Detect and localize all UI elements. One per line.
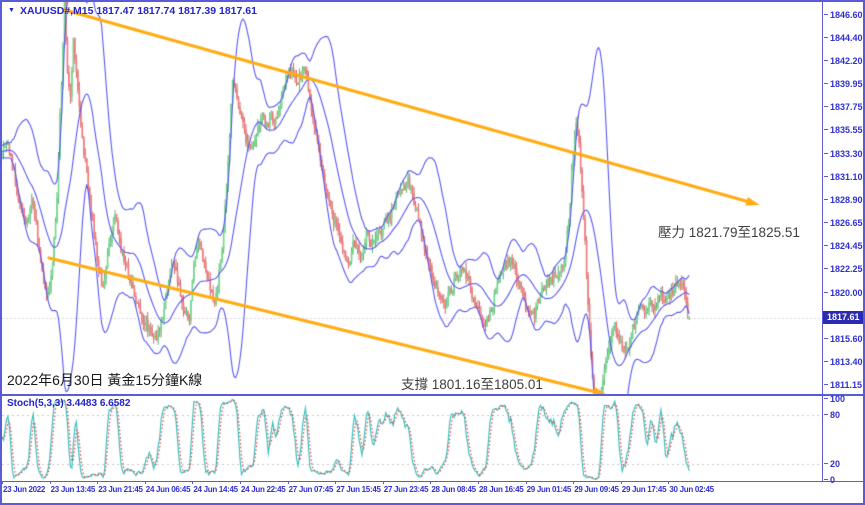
time-axis-label: 29 Jun 01:45: [526, 485, 572, 494]
price-axis-label: 1831.10: [824, 171, 863, 182]
price-axis-label: 1839.95: [824, 79, 863, 90]
stoch-axis-label: 20: [824, 459, 863, 469]
time-tick-mark: [573, 481, 575, 484]
stochastic-canvas[interactable]: [2, 396, 822, 480]
price-axis-label: 1815.60: [824, 333, 863, 344]
time-tick-mark: [525, 481, 527, 484]
time-axis-label: 27 Jun 23:45: [383, 485, 429, 494]
time-tick-mark: [144, 481, 146, 484]
stochastic-label: Stoch(5,3,3) 3.4483 6.6582: [7, 398, 131, 409]
time-axis-label: 27 Jun 15:45: [336, 485, 381, 494]
price-axis-label: 1835.55: [824, 125, 863, 136]
stoch-axis-label: 100: [824, 394, 863, 404]
panel-separator[interactable]: [2, 394, 863, 396]
price-axis-label: 1822.25: [824, 264, 863, 275]
time-axis-label: 29 Jun 17:45: [621, 485, 667, 494]
time-axis-label: 24 Jun 14:45: [193, 485, 238, 494]
time-tick-mark: [192, 481, 194, 484]
time-axis-label: 23 Jun 2022: [3, 485, 46, 494]
price-axis-label: 1842.20: [824, 55, 863, 66]
time-axis-border-line: [2, 481, 863, 482]
time-tick-mark: [620, 481, 622, 484]
time-tick-mark: [478, 481, 479, 484]
time-axis-label: 28 Jun 16:45: [479, 485, 524, 494]
time-axis-label: 23 Jun 21:45: [98, 485, 143, 494]
time-tick-mark: [430, 481, 432, 484]
current-price-badge: 1817.61: [823, 311, 863, 325]
price-axis-label: 1833.30: [824, 148, 863, 159]
stoch-axis-label: 80: [824, 410, 863, 420]
time-tick-mark: [97, 481, 99, 484]
time-tick-mark: [49, 481, 51, 484]
time-tick-mark: [240, 481, 241, 484]
time-axis-label: 30 Jun 02:45: [669, 485, 714, 494]
time-axis-label: 24 Jun 06:45: [145, 485, 191, 494]
chart-title-bar: ▼ XAUUSD#,M15 1817.47 1817.74 1817.39 18…: [8, 5, 257, 17]
stoch-axis-label: 0: [824, 475, 863, 485]
price-axis-label: 1844.40: [824, 33, 863, 43]
support-annotation: 支撐 1801.16至1805.01: [401, 377, 543, 392]
time-tick-mark: [668, 481, 670, 484]
price-axis-label: 1837.75: [824, 102, 863, 113]
resistance-annotation: 壓力 1821.79至1825.51: [658, 225, 800, 240]
axis-border-line: [822, 2, 823, 481]
time-tick-mark: [287, 481, 289, 484]
price-axis-label: 1824.45: [824, 241, 863, 252]
time-axis-label: 23 Jun 13:45: [50, 485, 96, 494]
price-axis-label: 1820.00: [824, 287, 863, 298]
time-tick-mark: [2, 481, 3, 484]
time-tick-mark: [382, 481, 384, 484]
chart-title: XAUUSD#,M15 1817.47 1817.74 1817.39 1817…: [19, 5, 257, 17]
price-axis-label: 1846.60: [824, 10, 863, 21]
price-axis-label: 1826.65: [824, 218, 863, 229]
time-axis-label: 28 Jun 08:45: [431, 485, 476, 494]
price-axis-label: 1828.90: [824, 194, 863, 205]
time-axis-label: 29 Jun 09:45: [574, 485, 619, 494]
time-axis-label: 24 Jun 22:45: [241, 485, 286, 494]
price-axis-label: 1811.15: [824, 380, 863, 391]
chevron-down-icon[interactable]: ▼: [8, 7, 15, 14]
date-caption: 2022年6月30日 黃金15分鐘K線: [7, 372, 203, 388]
price-axis-label: 1813.40: [824, 356, 863, 367]
price-chart-canvas[interactable]: [2, 2, 822, 394]
time-tick-mark: [335, 481, 337, 484]
time-axis-label: 27 Jun 07:45: [288, 485, 334, 494]
